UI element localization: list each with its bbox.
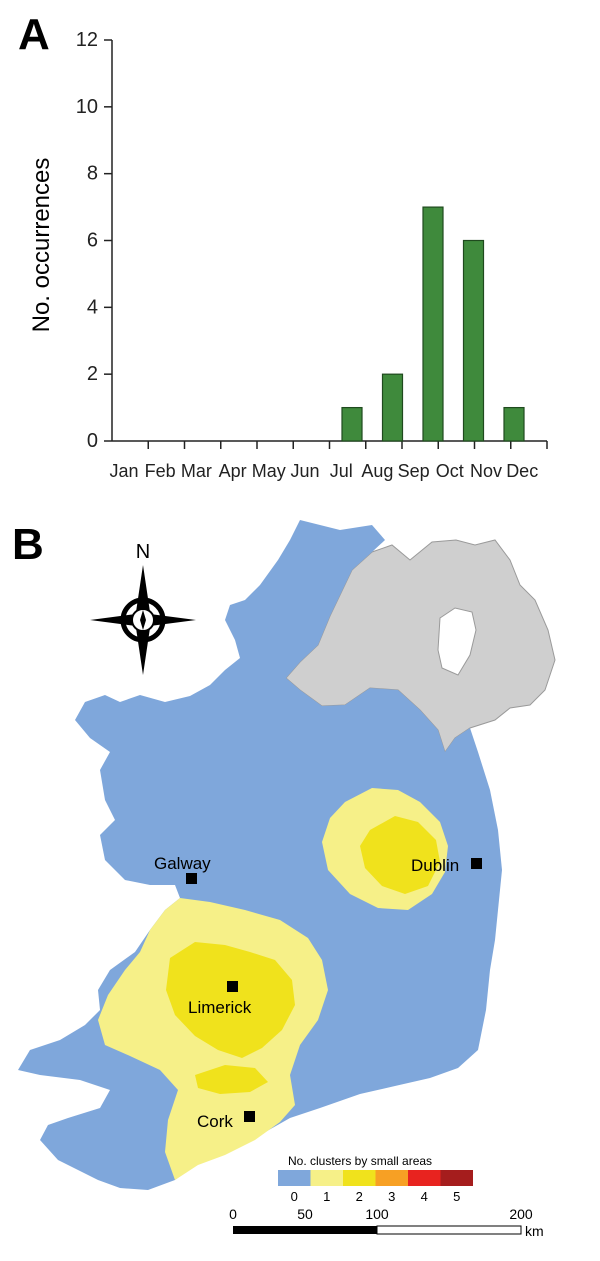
- city-label-cork: Cork: [197, 1112, 233, 1131]
- panel-b-label: B: [12, 520, 44, 569]
- bar-oct: [462, 239, 485, 442]
- panel-a-label: A: [18, 10, 50, 59]
- city-limerick: Limerick: [188, 981, 252, 1017]
- legend-swatch-1: [310, 1170, 343, 1186]
- scale-tick-200: 200: [509, 1206, 533, 1222]
- legend-label-2: 2: [356, 1189, 363, 1204]
- scale-tick-100: 100: [365, 1206, 389, 1222]
- legend-label-4: 4: [421, 1189, 428, 1204]
- y-tick-label: 8: [87, 163, 98, 185]
- bar-aug: [381, 373, 404, 442]
- x-tick-label: Oct: [436, 461, 464, 481]
- legend-swatch-5: [440, 1170, 473, 1186]
- legend-label-0: 0: [291, 1189, 298, 1204]
- legend-swatch-2: [343, 1170, 376, 1186]
- lough-neagh: [437, 607, 477, 676]
- x-tick-label: Nov: [470, 461, 502, 481]
- legend-label-5: 5: [453, 1189, 460, 1204]
- x-tick-label: Aug: [361, 461, 393, 481]
- city-label-dublin: Dublin: [411, 856, 459, 875]
- x-tick-label: Sep: [398, 461, 430, 481]
- y-tick-label: 10: [76, 96, 98, 118]
- scale-unit: km: [525, 1223, 544, 1239]
- legend-swatch-4: [408, 1170, 441, 1186]
- legend-label-3: 3: [388, 1189, 395, 1204]
- x-tick-label: May: [252, 461, 286, 481]
- y-axis-label: No. occurrences: [28, 158, 55, 333]
- map-legend: No. clusters by small areas 0 1 2 3 4 5: [278, 1154, 473, 1204]
- chart-bars: [341, 206, 525, 442]
- city-label-galway: Galway: [154, 854, 211, 873]
- city-cork: Cork: [197, 1111, 255, 1131]
- city-galway: Galway: [154, 854, 211, 884]
- bar-nov: [503, 406, 525, 442]
- y-tick-label: 6: [87, 230, 98, 252]
- limerick-cluster-inner: [166, 942, 295, 1058]
- x-tick-label: Apr: [219, 461, 247, 481]
- x-tick-label: Jul: [330, 461, 353, 481]
- x-tick-label: Mar: [181, 461, 212, 481]
- x-tick-label: Dec: [506, 461, 538, 481]
- city-label-limerick: Limerick: [188, 998, 252, 1017]
- y-tick-label: 0: [87, 430, 98, 452]
- scale-bar: 0 50 100 200 km: [229, 1206, 544, 1239]
- legend-label-1: 1: [323, 1189, 330, 1204]
- bar-sep: [422, 206, 444, 442]
- compass-north-label: N: [136, 541, 150, 563]
- y-tick-label: 2: [87, 363, 98, 385]
- x-tick-label: Jun: [290, 461, 319, 481]
- y-tick-label: 4: [87, 296, 98, 318]
- x-tick-label: Jan: [109, 461, 138, 481]
- chart-axes: 0 2 4 6 8 10 12 Jan Feb Mar Apr May Jun Jul Aug Sep Oct N…: [76, 29, 548, 481]
- northern-ireland-region: [285, 539, 556, 754]
- dublin-cluster-inner: [360, 816, 440, 894]
- y-tick-label: 12: [76, 29, 98, 51]
- compass-icon: N: [90, 541, 196, 675]
- bar-jul: [341, 406, 363, 442]
- scale-tick-0: 0: [229, 1206, 237, 1222]
- x-tick-label: Feb: [145, 461, 176, 481]
- city-dublin: Dublin: [411, 856, 482, 875]
- scale-tick-50: 50: [297, 1206, 313, 1222]
- legend-swatch-0: [278, 1170, 311, 1186]
- bar-chart: 0 2 4 6 8 10 12 Jan Feb Mar Apr May Jun Jul Aug Sep Oct N…: [28, 29, 548, 481]
- map: N Galway Dublin Limerick Cork No. cluste…: [18, 520, 556, 1239]
- cork-cluster-inner: [195, 1065, 268, 1094]
- legend-title: No. clusters by small areas: [288, 1154, 432, 1168]
- legend-swatch-3: [375, 1170, 408, 1186]
